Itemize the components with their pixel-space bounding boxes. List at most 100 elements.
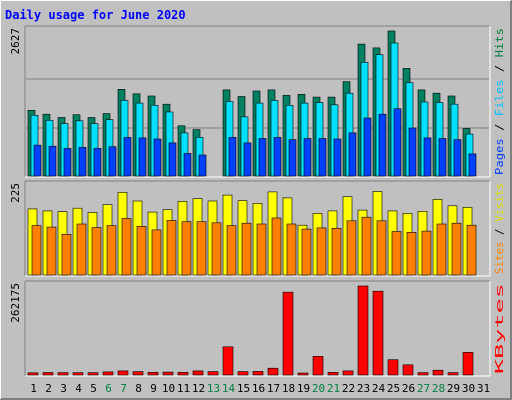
x-tick-label: 27: [417, 382, 430, 395]
bar-kbytes-day-11: [177, 371, 189, 376]
bar-kbytes-day-10: [162, 371, 174, 376]
bar-kbytes-day-26: [402, 364, 414, 376]
bar-sites-day-13: [211, 222, 222, 276]
bar-sites-day-18: [286, 223, 297, 276]
bar-sites-day-30: [466, 224, 477, 276]
bar-sites-day-24: [376, 220, 387, 276]
x-tick-label: 25: [387, 382, 400, 395]
bar-pages-day-15: [243, 142, 252, 177]
y-axis-max-label: 2627: [9, 28, 22, 55]
x-tick-label: 11: [177, 382, 190, 395]
bar-pages-day-26: [408, 127, 417, 177]
bar-pages-day-1: [33, 144, 42, 177]
bar-kbytes-day-25: [387, 359, 399, 376]
bar-sites-day-27: [421, 230, 432, 276]
bar-sites-day-29: [451, 222, 462, 276]
x-tick-label: 26: [402, 382, 415, 395]
bar-kbytes-day-9: [147, 371, 159, 376]
bar-kbytes-day-2: [42, 372, 54, 376]
legend-sites: Sites: [493, 242, 506, 275]
bar-pages-day-6: [108, 146, 117, 177]
bar-pages-day-19: [303, 138, 312, 177]
bar-sites-day-3: [61, 234, 72, 276]
bar-pages-day-9: [153, 138, 162, 177]
bar-pages-day-16: [258, 138, 267, 177]
bar-sites-day-20: [316, 227, 327, 276]
bar-sites-day-4: [76, 223, 87, 276]
x-tick-label: 5: [90, 382, 97, 395]
bar-pages-day-11: [183, 153, 192, 177]
x-tick-label: 20: [312, 382, 325, 395]
bar-pages-day-22: [348, 132, 357, 177]
bar-kbytes-day-3: [57, 372, 69, 376]
x-tick-label: 14: [222, 382, 236, 395]
bar-sites-day-25: [391, 231, 402, 276]
bar-sites-day-9: [151, 229, 162, 276]
bar-kbytes-day-20: [312, 355, 324, 376]
x-tick-label: 29: [447, 382, 460, 395]
bar-kbytes-day-12: [192, 370, 204, 376]
legend-pages: Pages: [493, 138, 506, 175]
bar-kbytes-day-6: [102, 371, 114, 376]
bar-kbytes-day-27: [417, 372, 429, 376]
x-tick-label: 9: [150, 382, 157, 395]
bar-sites-day-22: [346, 220, 357, 276]
x-tick-label: 6: [105, 382, 112, 395]
bar-kbytes-day-24: [372, 290, 384, 376]
bar-kbytes-day-1: [27, 372, 39, 376]
bar-pages-day-4: [78, 147, 87, 177]
right-axis-legend: Sites / Visits: [493, 183, 506, 274]
bar-sites-day-15: [241, 222, 252, 276]
bar-kbytes-day-14: [222, 346, 234, 376]
x-tick-label: 2: [45, 382, 52, 395]
chart-panels: 2627 Pages / Files / Hits 225 Sites / Visit…: [9, 25, 506, 377]
bar-sites-day-23: [361, 216, 372, 276]
x-tick-label: 28: [432, 382, 445, 395]
bar-pages-day-12: [198, 154, 207, 177]
x-tick-label: 22: [342, 382, 355, 395]
bar-sites-day-19: [301, 228, 312, 276]
x-tick-label: 13: [207, 382, 220, 395]
x-tick-label: 23: [357, 382, 370, 395]
legend-visits: Visits: [493, 183, 506, 222]
x-tick-label: 19: [297, 382, 310, 395]
bar-kbytes-day-29: [447, 372, 459, 376]
bar-sites-day-17: [271, 217, 282, 276]
bar-kbytes-day-13: [207, 371, 219, 376]
x-tick-label: 4: [75, 382, 82, 395]
panel-3: 262175 KBytes: [9, 280, 506, 377]
bar-kbytes-day-16: [252, 371, 264, 376]
x-tick-label: 10: [162, 382, 175, 395]
bar-kbytes-day-4: [72, 372, 84, 376]
legend-hits: Hits: [493, 28, 506, 57]
bar-pages-day-29: [453, 139, 462, 177]
bar-sites-day-14: [226, 225, 237, 276]
bar-sites-day-26: [406, 232, 417, 276]
bar-pages-day-18: [288, 139, 297, 177]
x-tick-label: 31: [477, 382, 490, 395]
bar-kbytes-day-30: [462, 351, 474, 376]
x-tick-label: 1: [30, 382, 37, 395]
panel-1: 2627 Pages / Files / Hits: [9, 25, 506, 178]
bar-pages-day-21: [333, 138, 342, 177]
bar-sites-day-6: [106, 225, 117, 276]
x-tick-label: 21: [327, 382, 340, 395]
bar-sites-day-12: [196, 221, 207, 276]
chart-title: Daily usage for June 2020: [5, 8, 186, 22]
y-axis-max-label: 225: [9, 183, 22, 203]
bar-sites-day-10: [166, 220, 177, 276]
bar-kbytes-day-22: [342, 370, 354, 376]
bar-pages-day-2: [48, 145, 57, 177]
bar-sites-day-1: [31, 225, 42, 276]
bar-pages-day-17: [273, 137, 282, 177]
bar-pages-day-10: [168, 142, 177, 177]
bar-sites-day-28: [436, 223, 447, 276]
legend-files: Files: [493, 79, 506, 116]
x-axis-tick-labels: 1 2 3 4 5 6 7 8 9 10 11 12 13 14 15 16 17 18 19 20 21 22 23 24 2…: [30, 382, 490, 395]
bar-pages-day-7: [123, 137, 132, 177]
bar-kbytes-day-23: [357, 285, 369, 376]
bar-pages-day-23: [363, 117, 372, 177]
x-tick-label: 30: [462, 382, 475, 395]
right-axis-legend: KBytes: [493, 283, 506, 374]
